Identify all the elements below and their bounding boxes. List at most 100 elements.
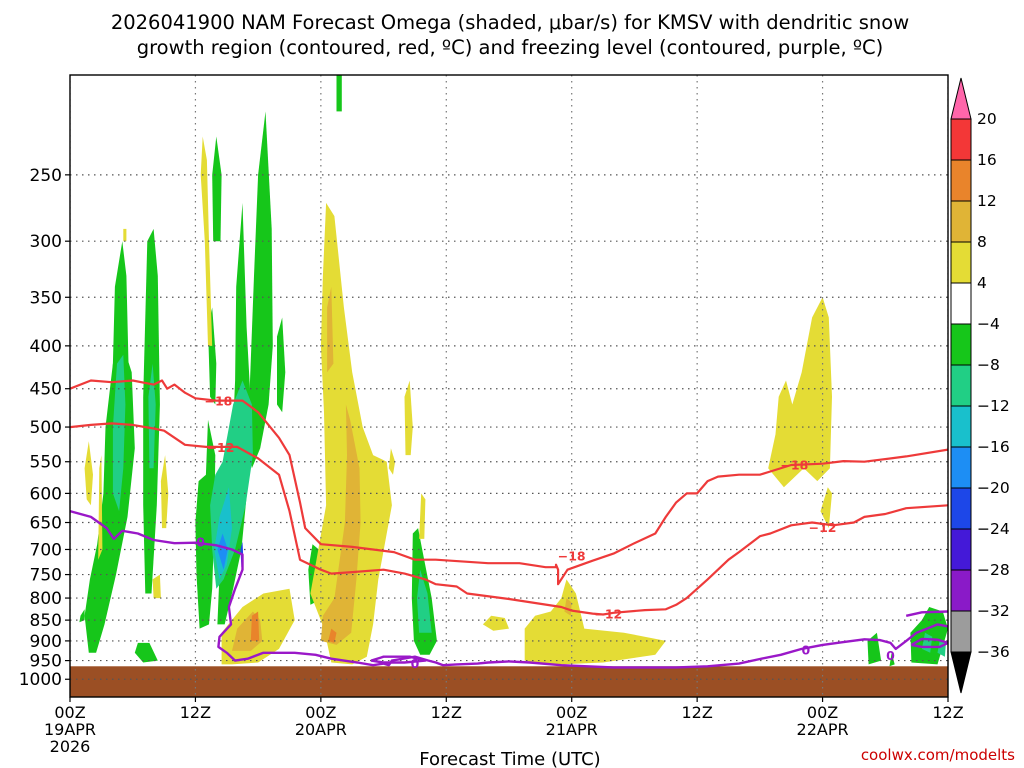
colorbar-label-11: −28 xyxy=(977,561,1010,579)
colorbar-label-5: −4 xyxy=(977,315,1000,333)
omega-region-35 xyxy=(404,380,413,456)
colorbar-bin-7 xyxy=(950,364,972,407)
dgz-label-2: −18 xyxy=(558,549,586,564)
grid-lines xyxy=(70,75,948,697)
colorbar-label-3: 8 xyxy=(977,233,987,251)
colorbar-bin-9 xyxy=(950,446,972,489)
contours xyxy=(70,379,948,669)
dgz-label-5: −12 xyxy=(809,520,837,535)
x-tick-label-2: 00Z xyxy=(305,703,336,722)
colorbar-label-13: −36 xyxy=(977,643,1010,661)
omega-region-24 xyxy=(123,228,127,242)
colorbar-arrow-top xyxy=(950,77,972,120)
omega-region-40 xyxy=(564,598,572,616)
omega-region-30 xyxy=(250,611,260,641)
x-tick-date-0: 19APR xyxy=(44,720,96,739)
y-tick-label-350: 350 xyxy=(30,288,62,308)
freezing-label-1: 0 xyxy=(411,656,420,671)
colorbar-label-9: −20 xyxy=(977,479,1010,497)
freezing-contour-1 xyxy=(370,655,427,664)
omega-region-7 xyxy=(195,419,216,629)
x-tick-label-3: 12Z xyxy=(431,703,462,722)
omega-region-15 xyxy=(217,533,228,570)
chart-title-line-2: growth region (contoured, red, ºC) and f… xyxy=(137,36,884,59)
x-tick-year-0: 2026 xyxy=(50,737,91,756)
colorbar-label-2: 12 xyxy=(977,192,997,210)
y-tick-label-400: 400 xyxy=(30,337,62,357)
x-tick-label-5: 12Z xyxy=(681,703,712,722)
omega-region-9 xyxy=(212,136,222,242)
dgz-label-1: −12 xyxy=(207,440,235,455)
omega-region-32 xyxy=(320,404,361,645)
omega-region-2 xyxy=(112,354,126,512)
omega-region-44 xyxy=(889,652,895,667)
y-tick-label-900: 900 xyxy=(30,632,62,652)
omega-region-11 xyxy=(247,111,273,469)
colorbar-label-8: −16 xyxy=(977,438,1010,456)
y-tick-label-950: 950 xyxy=(30,652,62,672)
y-tick-label-850: 850 xyxy=(30,611,62,631)
colorbar-label-12: −32 xyxy=(977,602,1010,620)
x-tick-date-6: 22APR xyxy=(797,720,849,739)
chart-title-line-1: 2026041900 NAM Forecast Omega (shaded, μ… xyxy=(111,11,909,34)
colorbar-label-4: 4 xyxy=(977,274,987,292)
dgz-label-0: −18 xyxy=(204,394,232,409)
colorbar-bin-13 xyxy=(950,610,972,653)
omega-region-6 xyxy=(79,609,85,623)
colorbar-bin-4 xyxy=(950,241,972,284)
freezing-contour-3 xyxy=(905,610,948,617)
freezing-label-2: 0 xyxy=(801,643,810,658)
y-tick-label-500: 500 xyxy=(30,418,62,438)
colorbar-bin-1 xyxy=(950,118,972,161)
y-tick-label-1000: 1000 xyxy=(19,670,62,690)
colorbar-arrow-bottom xyxy=(950,651,972,694)
omega-region-12 xyxy=(277,317,286,413)
omega-region-41 xyxy=(768,297,832,488)
x-axis-label: Forecast Time (UTC) xyxy=(419,749,600,768)
omega-region-36 xyxy=(419,493,426,539)
colorbar-bin-8 xyxy=(950,405,972,448)
colorbar: 20 16 12 8 4 −4 −8 −12 −16 −20 −24 −28 −32 −36 xyxy=(950,77,1010,694)
freezing-label-3: 0 xyxy=(886,648,895,663)
omega-region-37 xyxy=(388,448,396,475)
y-tick-label-250: 250 xyxy=(30,166,62,186)
colorbar-label-7: −12 xyxy=(977,397,1010,415)
omega-region-34 xyxy=(328,628,337,643)
x-tick-label-4: 00Z xyxy=(556,703,587,722)
plot-area: −18 −12 −18 −12 −18 −12 0 0 0 0 xyxy=(69,74,949,698)
y-axis-tick-labels: 2503003504004505005506006507007508008509… xyxy=(19,166,70,690)
dgz-contour-1 xyxy=(70,422,948,616)
y-tick-label-800: 800 xyxy=(30,589,62,609)
x-tick-label-7: 12Z xyxy=(932,703,963,722)
dgz-label-4: −18 xyxy=(780,457,808,472)
colorbar-label-10: −24 xyxy=(977,520,1010,538)
y-tick-label-750: 750 xyxy=(30,566,62,586)
y-tick-label-450: 450 xyxy=(30,380,62,400)
freezing-label-0: 0 xyxy=(196,535,205,550)
omega-region-23 xyxy=(160,455,169,529)
colorbar-bin-5 xyxy=(950,282,972,325)
omega-region-39 xyxy=(524,579,666,665)
plot-frame xyxy=(69,74,949,698)
omega-region-25 xyxy=(84,441,93,506)
plot-clip-group: −18 −12 −18 −12 −18 −12 0 0 0 0 xyxy=(70,75,948,697)
x-tick-date-4: 21APR xyxy=(546,720,598,739)
omega-region-26 xyxy=(98,455,103,560)
dgz-label-3: −12 xyxy=(594,607,622,622)
contour-labels: −18 −12 −18 −12 −18 −12 0 0 0 0 xyxy=(196,394,895,671)
omega-region-22 xyxy=(200,136,213,346)
colorbar-label-1: 16 xyxy=(977,151,997,169)
omega-region-42 xyxy=(820,487,832,529)
omega-shading xyxy=(79,75,948,667)
x-tick-label-6: 00Z xyxy=(807,703,838,722)
colorbar-bin-10 xyxy=(950,487,972,530)
colorbar-bin-3 xyxy=(950,200,972,243)
terrain-ground xyxy=(70,666,948,697)
x-tick-label-1: 12Z xyxy=(180,703,211,722)
omega-region-43 xyxy=(867,632,882,665)
colorbar-label-0: 20 xyxy=(977,110,997,128)
omega-region-21 xyxy=(417,569,432,633)
colorbar-bin-6 xyxy=(950,323,972,366)
x-tick-label-0: 00Z xyxy=(54,703,85,722)
